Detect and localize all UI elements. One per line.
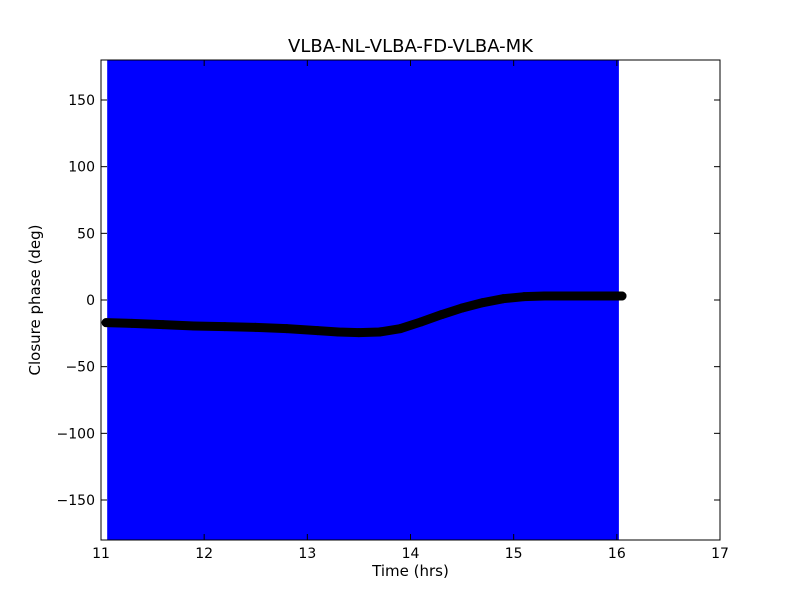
x-tick-label: 14 — [402, 546, 420, 562]
plot-area — [101, 60, 627, 540]
data-point — [478, 298, 488, 308]
data-point — [127, 318, 137, 328]
data-point — [457, 303, 467, 313]
data-point — [375, 327, 385, 337]
data-point — [313, 326, 323, 336]
axis-ticks: 11 12 13 14 15 16 17 −150 −100 −50 0 50 100 150 — [57, 60, 729, 562]
chart-title: VLBA-NL-VLBA-FD-VLBA-MK — [288, 36, 534, 57]
data-point — [581, 291, 591, 301]
y-tick-label: 100 — [68, 160, 95, 176]
data-point — [436, 310, 446, 320]
data-point — [602, 291, 612, 301]
y-tick-label: −100 — [57, 426, 95, 442]
x-tick-label: 16 — [608, 546, 626, 562]
y-axis-label: Closure phase (deg) — [26, 225, 44, 376]
axes-frame — [100, 59, 721, 541]
data-point — [189, 321, 199, 331]
y-tick-label: 50 — [77, 226, 95, 242]
data-point — [251, 322, 261, 332]
x-tick-label: 17 — [711, 546, 729, 562]
data-point — [220, 322, 230, 332]
data-point — [560, 291, 570, 301]
y-tick-label: 150 — [68, 93, 95, 109]
x-axis-label: Time (hrs) — [371, 562, 449, 580]
y-tick-label: −150 — [57, 493, 95, 509]
x-tick-label: 15 — [505, 546, 523, 562]
data-point — [158, 320, 168, 330]
y-tick-label: −50 — [65, 360, 95, 376]
x-tick-label: 11 — [92, 546, 110, 562]
data-point — [540, 291, 550, 301]
data-point — [395, 324, 405, 334]
data-point — [333, 327, 343, 337]
data-point — [354, 328, 364, 338]
data-point — [519, 292, 529, 302]
x-tick-label: 12 — [195, 546, 213, 562]
data-point — [498, 294, 508, 304]
data-point — [282, 324, 292, 334]
data-point — [617, 291, 627, 301]
x-tick-label: 13 — [298, 546, 316, 562]
data-point — [101, 318, 111, 328]
y-tick-label: 0 — [86, 293, 95, 309]
data-point — [416, 317, 426, 327]
